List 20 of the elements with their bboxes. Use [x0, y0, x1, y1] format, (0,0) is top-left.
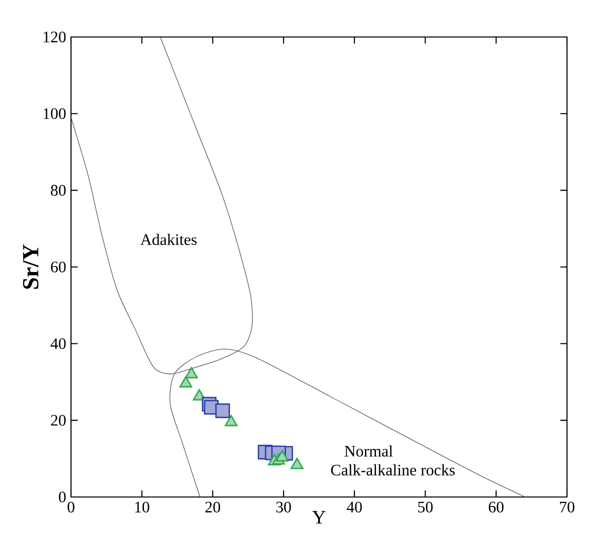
y-tick-label: 20: [51, 414, 66, 426]
x-tick-label: 70: [560, 502, 574, 512]
x-tick-label: 10: [135, 502, 150, 512]
x-tick-label: 60: [488, 502, 504, 512]
y-tick-label: 40: [50, 338, 66, 350]
annotation: Normal: [344, 445, 393, 457]
y-tick-label: 80: [50, 184, 66, 196]
annotation: Calk-alkaline rocks: [331, 464, 455, 476]
x-tick-label: 30: [276, 502, 291, 512]
y-tick-label: 0: [58, 492, 66, 502]
x-tick-label: 0: [68, 502, 74, 512]
x-axis-title: Y: [312, 510, 326, 524]
y-axis-title: Sr/Y: [22, 244, 38, 289]
x-tick-label: 20: [205, 502, 220, 512]
x-tick-label: 40: [346, 502, 362, 512]
annotation: Adakites: [140, 234, 197, 246]
x-tick-label: 50: [418, 502, 433, 512]
y-tick-label: 100: [44, 108, 66, 120]
y-tick-label: 60: [50, 262, 66, 272]
y-tick-label: 120: [44, 32, 66, 42]
